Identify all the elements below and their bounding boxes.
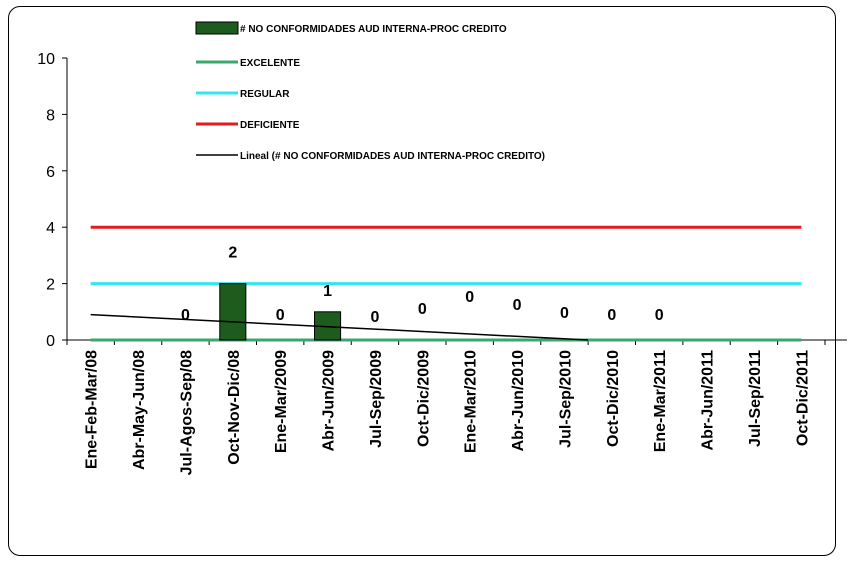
x-tick-label: Ene-Feb-Mar/08 bbox=[84, 350, 101, 469]
data-label: 0 bbox=[370, 309, 379, 326]
legend-label: REGULAR bbox=[240, 89, 290, 100]
data-label: 1 bbox=[323, 283, 332, 300]
legend-label: # NO CONFORMIDADES AUD INTERNA-PROC CRED… bbox=[240, 24, 507, 35]
data-label: 0 bbox=[418, 301, 427, 318]
x-tick-label: Ene-Mar/2010 bbox=[463, 350, 480, 453]
data-label: 0 bbox=[276, 307, 285, 324]
y-tick-label: 10 bbox=[37, 51, 55, 68]
x-tick-label: Oct-Dic/2009 bbox=[415, 350, 432, 447]
y-tick-label: 2 bbox=[46, 277, 55, 294]
legend-swatch-bar bbox=[196, 22, 238, 34]
data-label: 0 bbox=[513, 297, 522, 314]
data-label: 0 bbox=[181, 307, 190, 324]
x-tick-label: Jul-Sep/2010 bbox=[557, 350, 574, 448]
x-tick-label: Oct-Dic/2011 bbox=[794, 350, 811, 446]
data-label: 0 bbox=[560, 305, 569, 322]
legend: # NO CONFORMIDADES AUD INTERNA-PROC CRED… bbox=[196, 22, 545, 162]
data-label: 0 bbox=[655, 307, 664, 324]
x-tick-label: Oct-Dic/2010 bbox=[605, 350, 622, 447]
x-tick-label: Jul-Agos-Sep/08 bbox=[178, 350, 195, 475]
bar bbox=[220, 284, 246, 340]
y-tick-label: 8 bbox=[46, 107, 55, 124]
x-tick-label: Oct-Nov-Dic/08 bbox=[226, 350, 243, 465]
x-tick-label: Jul-Sep/2009 bbox=[368, 350, 385, 448]
x-tick-label: Jul-Sep/2011 bbox=[747, 350, 764, 447]
x-tick-label: Abr-Jun/2010 bbox=[510, 350, 527, 451]
x-tick-label: Ene-Mar/2011 bbox=[652, 350, 669, 452]
data-label: 0 bbox=[465, 289, 474, 306]
x-tick-label: Abr-May-Jun/08 bbox=[131, 350, 148, 470]
data-label: 0 bbox=[607, 307, 616, 324]
legend-label: EXCELENTE bbox=[240, 58, 300, 69]
legend-label: Lineal (# NO CONFORMIDADES AUD INTERNA-P… bbox=[240, 151, 545, 162]
data-label: 2 bbox=[228, 245, 237, 262]
x-tick-label: Abr-Jun/2009 bbox=[321, 350, 338, 451]
y-tick-label: 0 bbox=[46, 333, 55, 350]
x-tick-label: Abr-Jun/2011 bbox=[700, 350, 717, 451]
y-tick-label: 4 bbox=[46, 220, 55, 237]
legend-label: DEFICIENTE bbox=[240, 120, 300, 131]
x-tick-label: Ene-Mar/2009 bbox=[273, 350, 290, 453]
y-tick-label: 6 bbox=[46, 164, 55, 181]
